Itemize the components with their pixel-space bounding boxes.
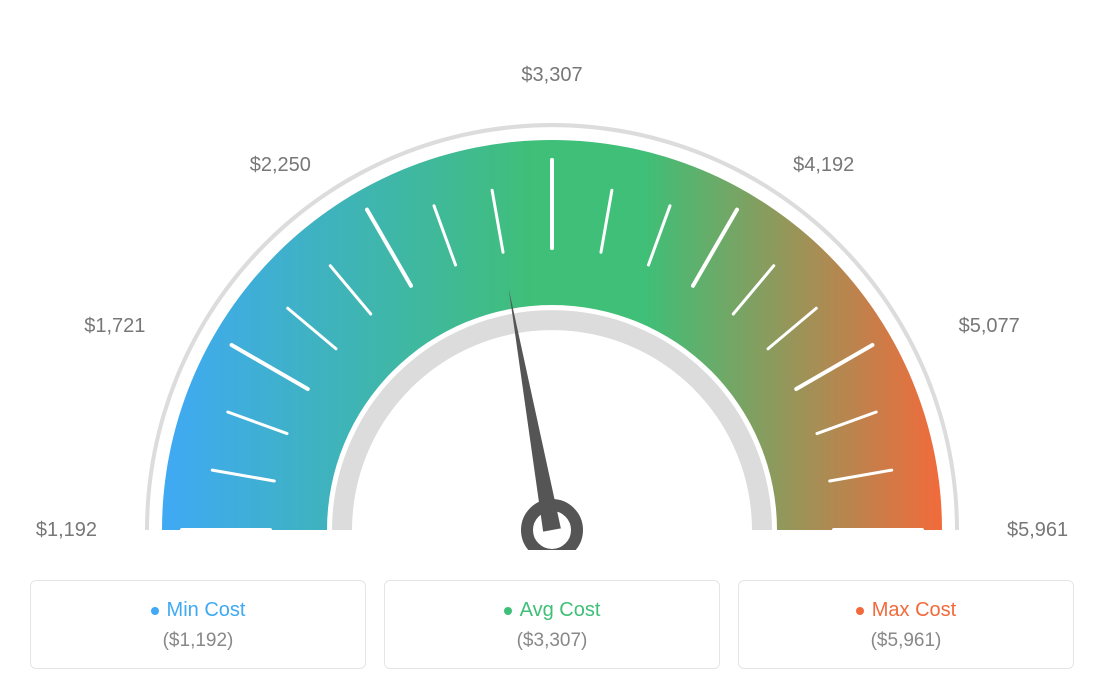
legend-title: Max Cost — [856, 599, 956, 622]
legend-dot-icon — [151, 607, 159, 615]
scale-label: $3,307 — [521, 64, 582, 86]
gauge-area: $1,192 $1,721 $2,250 $3,307 $4,192 $5,077 $5,9… — [30, 30, 1074, 550]
legend-title-text: Max Cost — [872, 599, 956, 622]
legend-row: Min Cost ($1,192) Avg Cost ($3,307) Max Cost… — [30, 580, 1074, 669]
gauge-svg: $1,192 $1,721 $2,250 $3,307 $4,192 $5,077 $5,9… — [30, 30, 1074, 550]
legend-title: Min Cost — [151, 599, 246, 622]
legend-card: Min Cost ($1,192) — [30, 580, 366, 669]
scale-label: $1,721 — [84, 315, 145, 337]
legend-value: ($3,307) — [395, 630, 709, 652]
legend-card: Max Cost ($5,961) — [738, 580, 1074, 669]
legend-title: Avg Cost — [504, 599, 601, 622]
scale-label: $5,077 — [959, 315, 1020, 337]
legend-title-text: Avg Cost — [520, 599, 601, 622]
legend-value: ($5,961) — [749, 630, 1063, 652]
legend-dot-icon — [856, 607, 864, 615]
scale-label: $5,961 — [1007, 519, 1068, 541]
legend-card: Avg Cost ($3,307) — [384, 580, 720, 669]
scale-label: $4,192 — [793, 154, 854, 176]
scale-label: $2,250 — [250, 154, 311, 176]
legend-title-text: Min Cost — [167, 599, 246, 622]
scale-label: $1,192 — [36, 519, 97, 541]
legend-value: ($1,192) — [41, 630, 355, 652]
cost-gauge-container: $1,192 $1,721 $2,250 $3,307 $4,192 $5,077 $5,9… — [30, 30, 1074, 669]
legend-dot-icon — [504, 607, 512, 615]
